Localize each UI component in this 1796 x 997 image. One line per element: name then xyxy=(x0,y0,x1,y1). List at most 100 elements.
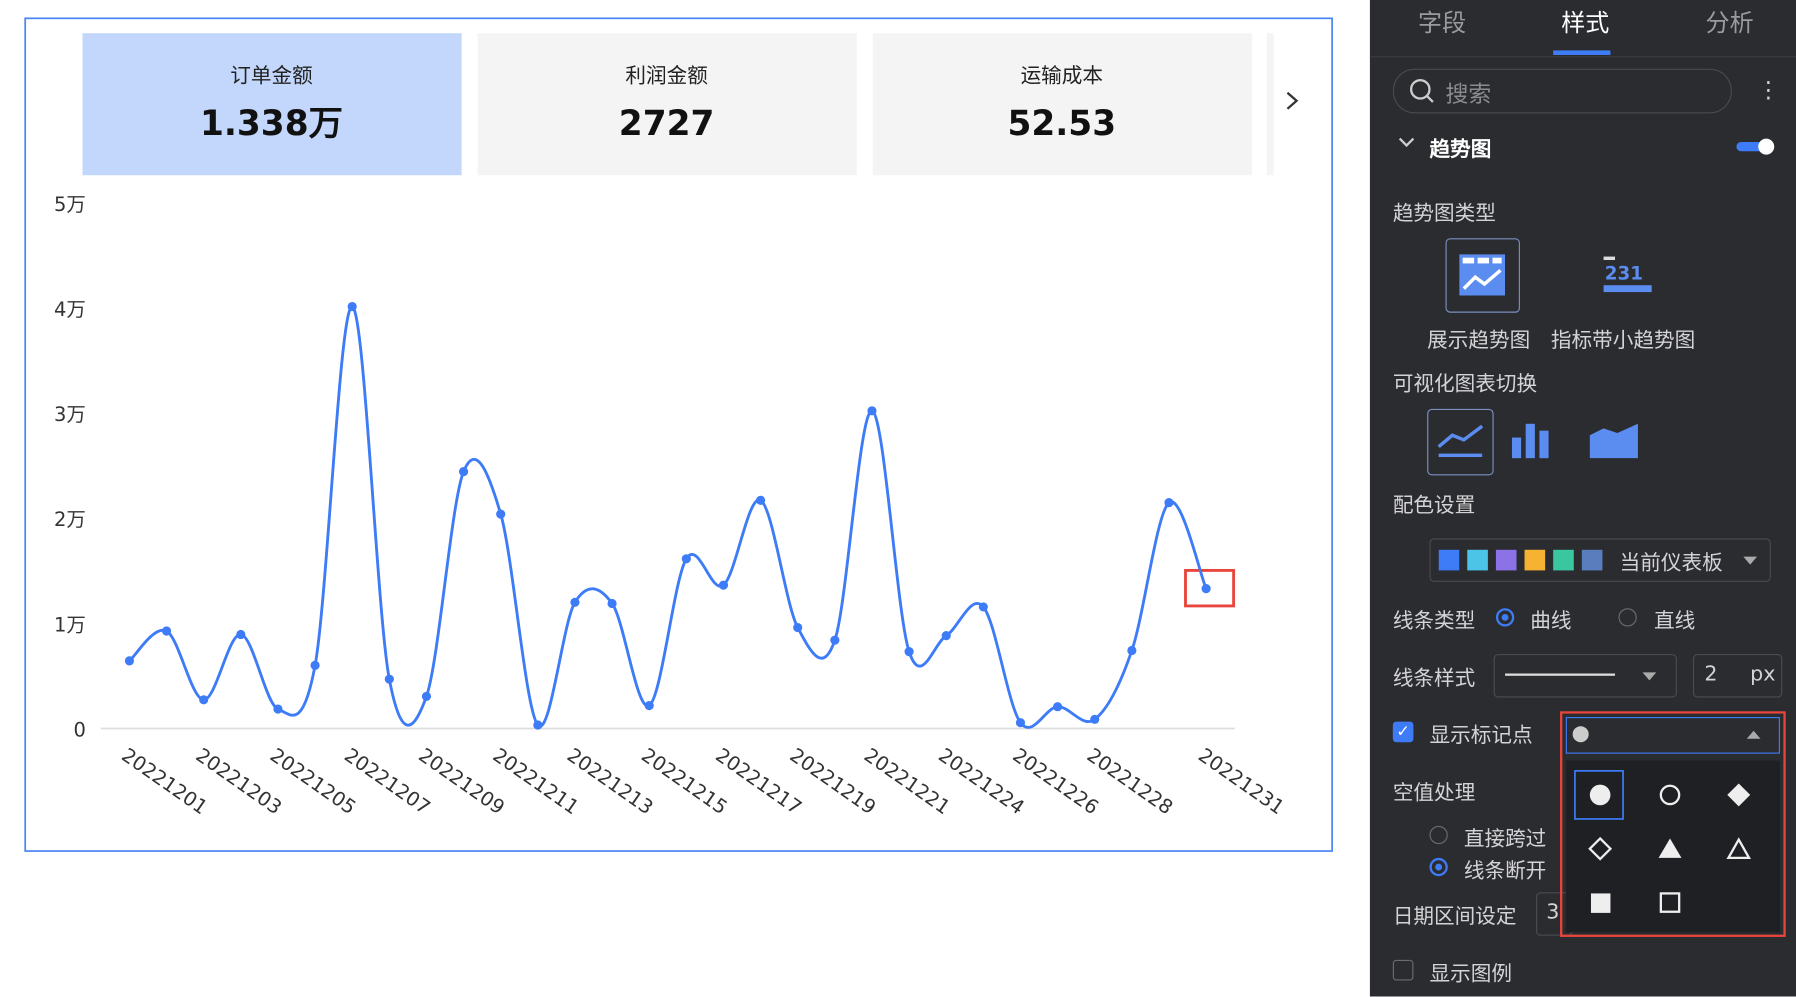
marker xyxy=(941,631,951,641)
radio-label: 曲线 xyxy=(1530,609,1572,634)
kpi-card[interactable] xyxy=(477,33,857,176)
radio-label: 线条断开 xyxy=(1463,859,1547,884)
marker xyxy=(1053,702,1063,712)
section-title: 趋势图 xyxy=(1429,137,1492,162)
marker xyxy=(570,597,580,607)
marker xyxy=(310,660,320,670)
label: 线条类型 xyxy=(1392,609,1476,634)
trend-icon: 231 xyxy=(1603,256,1652,293)
palette xyxy=(1438,549,1603,571)
marker xyxy=(273,704,283,714)
marker-dropdown xyxy=(1565,726,1780,933)
option-label: 指标带小趋势图 xyxy=(1550,328,1696,353)
label: 线条样式 xyxy=(1392,666,1476,691)
label: 趋势图类型 xyxy=(1392,201,1496,226)
trend-icon xyxy=(1459,254,1506,296)
marker xyxy=(607,598,617,609)
chart-switch-option[interactable] xyxy=(1427,408,1494,476)
y-tick-label: 4万 xyxy=(54,298,86,321)
marker xyxy=(199,695,209,705)
collapse-icon[interactable] xyxy=(1397,135,1415,151)
line-sample xyxy=(1505,673,1616,676)
marker-select[interactable] xyxy=(1565,717,1780,754)
line-width-input[interactable] xyxy=(1692,654,1783,698)
marker xyxy=(124,656,135,666)
marker xyxy=(347,301,357,312)
marker xyxy=(533,720,543,730)
radio[interactable] xyxy=(1495,608,1515,627)
y-tick-label: 2万 xyxy=(54,508,86,531)
radio[interactable] xyxy=(1618,608,1637,627)
next-arrow[interactable] xyxy=(1286,91,1299,110)
search-placeholder: 搜索 xyxy=(1445,80,1492,108)
toggle[interactable] xyxy=(1736,138,1775,155)
checkbox[interactable] xyxy=(1392,959,1414,981)
kpi-card[interactable] xyxy=(872,33,1252,176)
marker xyxy=(718,580,729,590)
marker xyxy=(904,647,914,657)
kpi-label: 利润金额 xyxy=(625,63,708,87)
y-tick-label: 0 xyxy=(74,718,86,741)
tab[interactable]: 分析 xyxy=(1705,9,1754,37)
kpi-card xyxy=(1266,33,1274,176)
marker xyxy=(1164,498,1174,508)
tab[interactable]: 字段 xyxy=(1418,9,1467,37)
y-tick-label: 1万 xyxy=(54,613,86,636)
trend-type-option[interactable] xyxy=(1445,238,1520,313)
divider xyxy=(1369,56,1796,58)
kpi-card[interactable] xyxy=(82,33,462,176)
marker xyxy=(161,626,172,636)
line-style-select[interactable] xyxy=(1493,654,1677,698)
tab[interactable]: 样式 xyxy=(1561,9,1610,37)
checkbox-label: 显示图例 xyxy=(1429,962,1512,987)
radio-label: 直接跨过 xyxy=(1463,826,1547,852)
option-label: 展示趋势图 xyxy=(1427,328,1531,353)
marker xyxy=(644,700,654,711)
tab-underline xyxy=(1553,50,1611,55)
y-tick-label: 5万 xyxy=(54,193,86,216)
marker xyxy=(830,635,840,645)
highlight-box xyxy=(1184,568,1236,608)
color-select[interactable] xyxy=(1429,538,1771,582)
kpi-value: 2727 xyxy=(619,104,715,144)
radio-label: 直线 xyxy=(1653,609,1696,634)
dropdown-arrow xyxy=(1642,672,1657,681)
marker xyxy=(496,509,506,519)
marker xyxy=(867,406,877,416)
search-box[interactable] xyxy=(1392,68,1732,114)
y-tick-label: 3万 xyxy=(54,403,86,426)
chart-switch-icons xyxy=(1437,423,1638,459)
checkbox[interactable]: ✓ xyxy=(1392,721,1414,743)
marker xyxy=(681,554,691,564)
dropdown-arrow xyxy=(1743,556,1758,565)
radio[interactable] xyxy=(1429,825,1448,845)
marker xyxy=(1201,584,1211,594)
marker xyxy=(458,467,469,477)
marker xyxy=(384,674,394,684)
checkbox-label: 显示标记点 xyxy=(1429,723,1533,748)
svg-text:231: 231 xyxy=(1605,263,1643,284)
marker xyxy=(236,629,246,640)
kpi-value: 1.338万 xyxy=(200,104,343,144)
marker xyxy=(1127,645,1137,656)
label: 空值处理 xyxy=(1392,781,1476,806)
marker xyxy=(421,691,432,701)
more-menu[interactable]: ⋮ xyxy=(1757,75,1780,104)
highlight-box xyxy=(1560,711,1786,937)
unit: px xyxy=(1750,662,1776,687)
kpi-label: 运输成本 xyxy=(1021,63,1103,87)
search-icon xyxy=(1409,79,1434,103)
label: 配色设置 xyxy=(1392,493,1476,518)
kpi-value: 52.53 xyxy=(1007,104,1116,144)
select-value: 当前仪表板 xyxy=(1619,550,1723,575)
radio[interactable] xyxy=(1429,857,1448,877)
kpi-label: 订单金额 xyxy=(230,63,313,87)
marker xyxy=(756,495,766,505)
marker xyxy=(1090,714,1100,724)
input-value: 2 xyxy=(1704,662,1718,687)
marker xyxy=(978,602,988,612)
settings-panel: 字段 样式 分析 搜索 ⋮ 趋势图 趋势图类型 231 展示趋势图 指标带小趋势… xyxy=(1369,0,1796,997)
